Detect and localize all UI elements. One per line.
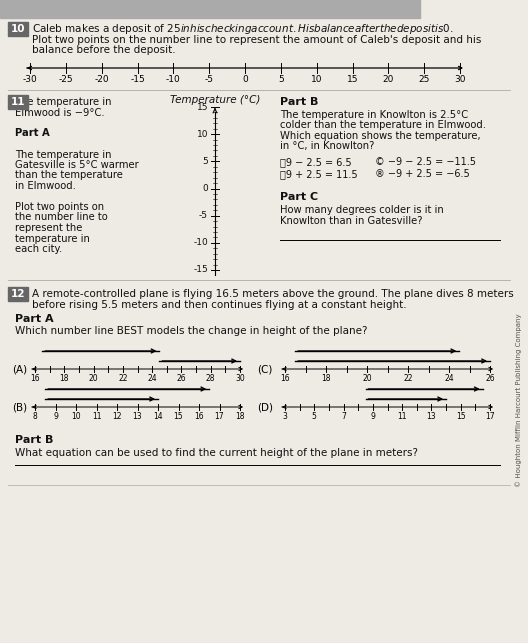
- Text: The temperature in: The temperature in: [15, 150, 111, 159]
- Text: 12: 12: [112, 412, 122, 421]
- Text: How many degrees colder is it in: How many degrees colder is it in: [280, 205, 444, 215]
- Text: 16: 16: [280, 374, 290, 383]
- Text: 10: 10: [196, 130, 208, 139]
- Text: 15: 15: [196, 102, 208, 111]
- Text: 12: 12: [11, 289, 25, 299]
- Text: temperature in: temperature in: [15, 233, 90, 244]
- Text: The temperature in: The temperature in: [15, 97, 111, 107]
- Text: (C): (C): [257, 364, 272, 374]
- Text: 25: 25: [419, 75, 430, 84]
- Text: 20: 20: [362, 374, 372, 383]
- Text: 5: 5: [278, 75, 284, 84]
- Text: 22: 22: [403, 374, 413, 383]
- Text: (A): (A): [13, 364, 27, 374]
- Text: 28: 28: [206, 374, 215, 383]
- Text: 9: 9: [53, 412, 58, 421]
- Text: balance before the deposit.: balance before the deposit.: [32, 45, 176, 55]
- Bar: [8, 287, 28, 301]
- Text: Gatesville is 5°C warmer: Gatesville is 5°C warmer: [15, 160, 139, 170]
- Text: 22: 22: [118, 374, 128, 383]
- Text: (B): (B): [13, 402, 27, 412]
- Text: 0: 0: [242, 75, 248, 84]
- Text: What equation can be used to find the current height of the plane in meters?: What equation can be used to find the cu…: [15, 448, 418, 458]
- Text: 15: 15: [456, 412, 466, 421]
- Text: -15: -15: [130, 75, 145, 84]
- Text: 0: 0: [202, 184, 208, 193]
- Text: Part A: Part A: [15, 314, 54, 324]
- Text: 9: 9: [371, 412, 375, 421]
- Text: Part C: Part C: [280, 192, 318, 202]
- Text: 14: 14: [153, 412, 163, 421]
- Text: 26: 26: [177, 374, 186, 383]
- Text: 30: 30: [235, 374, 245, 383]
- Text: Plot two points on the number line to represent the amount of Caleb's deposit an: Plot two points on the number line to re…: [32, 35, 482, 45]
- Text: Temperature (°C): Temperature (°C): [170, 95, 260, 105]
- Bar: [8, 22, 28, 36]
- Text: 13: 13: [427, 412, 436, 421]
- Text: 11: 11: [92, 412, 101, 421]
- Bar: [8, 95, 28, 109]
- Text: The temperature in Knowlton is 2.5°C: The temperature in Knowlton is 2.5°C: [280, 110, 468, 120]
- Text: 30: 30: [454, 75, 466, 84]
- Text: 24: 24: [147, 374, 157, 383]
- Text: 18: 18: [60, 374, 69, 383]
- Text: 17: 17: [215, 412, 224, 421]
- Text: 20: 20: [383, 75, 394, 84]
- Text: 16: 16: [30, 374, 40, 383]
- Text: -20: -20: [95, 75, 109, 84]
- Text: 11: 11: [398, 412, 407, 421]
- Text: ® −9 + 2.5 = −6.5: ® −9 + 2.5 = −6.5: [375, 169, 470, 179]
- Text: 18: 18: [235, 412, 245, 421]
- Text: -15: -15: [193, 266, 208, 275]
- Text: Part B: Part B: [15, 435, 53, 445]
- Text: 10: 10: [11, 24, 25, 34]
- Text: 16: 16: [194, 412, 204, 421]
- Text: 5: 5: [312, 412, 317, 421]
- Text: 20: 20: [89, 374, 98, 383]
- Text: colder than the temperature in Elmwood.: colder than the temperature in Elmwood.: [280, 120, 486, 131]
- Text: -30: -30: [23, 75, 37, 84]
- Text: in °C, in Knowlton?: in °C, in Knowlton?: [280, 141, 374, 152]
- Text: the number line to: the number line to: [15, 212, 108, 222]
- Text: 17: 17: [485, 412, 495, 421]
- Text: 3: 3: [282, 412, 287, 421]
- Text: -5: -5: [205, 75, 214, 84]
- Text: 18: 18: [321, 374, 331, 383]
- Text: 13: 13: [133, 412, 143, 421]
- Text: 7: 7: [341, 412, 346, 421]
- Text: ⑂9 + 2.5 = 11.5: ⑂9 + 2.5 = 11.5: [280, 169, 357, 179]
- Text: © Houghton Mifflin Harcourt Publishing Company: © Houghton Mifflin Harcourt Publishing C…: [516, 313, 522, 487]
- Text: 5: 5: [202, 157, 208, 166]
- Text: in Elmwood.: in Elmwood.: [15, 181, 76, 191]
- Text: Plot two points on: Plot two points on: [15, 202, 104, 212]
- Text: -10: -10: [193, 239, 208, 248]
- Text: Which number line BEST models the change in height of the plane?: Which number line BEST models the change…: [15, 326, 367, 336]
- Text: 26: 26: [485, 374, 495, 383]
- Text: represent the: represent the: [15, 223, 82, 233]
- Text: 10: 10: [71, 412, 81, 421]
- Text: A remote-controlled plane is flying 16.5 meters above the ground. The plane dive: A remote-controlled plane is flying 16.5…: [32, 289, 514, 299]
- Text: -5: -5: [199, 211, 208, 220]
- Text: Knowlton than in Gatesville?: Knowlton than in Gatesville?: [280, 216, 422, 226]
- Text: 15: 15: [174, 412, 183, 421]
- Text: 11: 11: [11, 97, 25, 107]
- Text: -25: -25: [59, 75, 73, 84]
- Text: © −9 − 2.5 = −11.5: © −9 − 2.5 = −11.5: [375, 157, 476, 167]
- Text: (D): (D): [257, 402, 273, 412]
- Text: Elmwood is −9°C.: Elmwood is −9°C.: [15, 107, 105, 118]
- Text: Which equation shows the temperature,: Which equation shows the temperature,: [280, 131, 480, 141]
- Text: Part B: Part B: [280, 97, 318, 107]
- Bar: [0, 0, 420, 18]
- Text: 24: 24: [444, 374, 454, 383]
- Text: each city.: each city.: [15, 244, 62, 254]
- Text: 15: 15: [347, 75, 359, 84]
- Text: Caleb makes a deposit of $25 in his checking account. His balance after the depo: Caleb makes a deposit of $25 in his chec…: [32, 22, 454, 36]
- Text: than the temperature: than the temperature: [15, 170, 123, 181]
- Text: -10: -10: [166, 75, 181, 84]
- Text: ␸9 − 2.5 = 6.5: ␸9 − 2.5 = 6.5: [280, 157, 352, 167]
- Text: 8: 8: [33, 412, 37, 421]
- Text: 10: 10: [311, 75, 323, 84]
- Text: before rising 5.5 meters and then continues flying at a constant height.: before rising 5.5 meters and then contin…: [32, 300, 407, 310]
- Text: Part A: Part A: [15, 129, 50, 138]
